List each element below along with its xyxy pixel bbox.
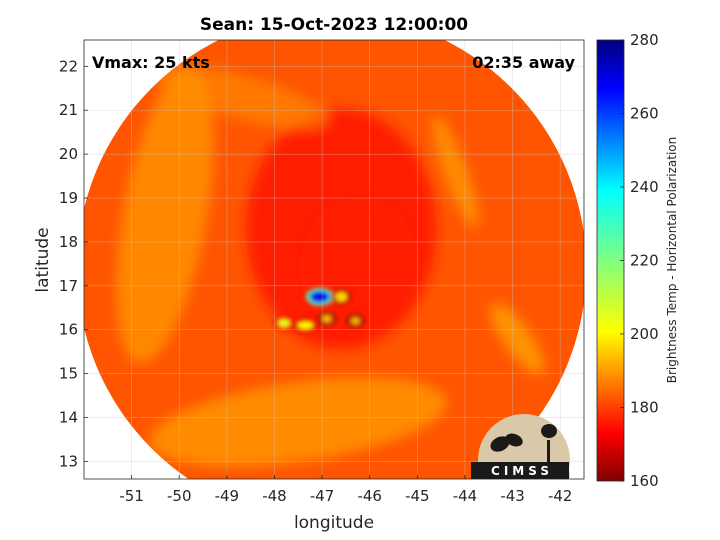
y-tick-label: 19 — [59, 189, 78, 207]
central-cold-core — [300, 198, 421, 339]
chart-title: Sean: 15-Oct-2023 12:00:00 — [200, 15, 468, 35]
x-axis-label: longitude — [294, 513, 374, 533]
y-axis: 22 21 20 19 18 17 16 15 14 13 — [59, 57, 88, 470]
logo-text: CIMSS — [491, 464, 553, 478]
eastern-band — [490, 303, 545, 374]
time-away-label: 02:35 away — [472, 53, 575, 72]
cimss-logo: CIMSS — [471, 414, 570, 479]
logo-dish-right — [505, 433, 523, 447]
western-band — [154, 65, 329, 129]
x-tick-label: -47 — [310, 487, 335, 505]
colorbar-tick-label: 220 — [630, 252, 659, 270]
colorbar-tick-label: 280 — [630, 31, 659, 49]
y-tick-label: 13 — [59, 452, 78, 470]
heatmap — [84, 40, 584, 479]
colorbar-ticks: 280 260 240 220 200 180 160 — [620, 31, 659, 490]
x-tick-label: -48 — [262, 487, 287, 505]
plot-frame — [83, 39, 585, 480]
colorbar-tick-label: 200 — [630, 325, 659, 343]
convective-cell-6 — [321, 314, 332, 323]
x-tick-label: -51 — [119, 487, 144, 505]
convective-cell-5 — [350, 316, 361, 325]
logo-water-tower — [541, 424, 557, 438]
y-tick-label: 22 — [59, 57, 78, 75]
southern-band — [149, 377, 447, 467]
vmax-label: Vmax: 25 kts — [92, 53, 210, 72]
convective-cell-4 — [297, 321, 314, 330]
y-tick-label: 17 — [59, 277, 78, 295]
western-band — [116, 67, 214, 364]
logo-dish-left — [490, 436, 510, 452]
colorbar-tick-label: 260 — [630, 105, 659, 123]
scan-disk — [84, 40, 584, 479]
logo-tower-leg — [547, 440, 550, 464]
y-tick-label: 14 — [59, 409, 78, 427]
x-tick-label: -43 — [500, 487, 525, 505]
y-tick-label: 20 — [59, 145, 78, 163]
logo-banner — [471, 462, 569, 479]
colorbar-tick-label: 240 — [630, 178, 659, 196]
colorbar-tick-label: 160 — [630, 472, 659, 490]
y-tick-label: 18 — [59, 233, 78, 251]
grid — [84, 40, 584, 479]
convective-cell-3 — [278, 319, 290, 328]
x-tick-label: -46 — [357, 487, 382, 505]
colorbar-label: Brightness Temp - Horizontal Polarizatio… — [665, 137, 679, 384]
x-tick-label: -45 — [405, 487, 430, 505]
x-tick-label: -44 — [453, 487, 478, 505]
convective-cell-2 — [335, 291, 348, 302]
y-axis-label: latitude — [33, 227, 53, 292]
north-eastern-band — [432, 115, 479, 229]
y-tick-label: 21 — [59, 101, 78, 119]
y-tick-label: 15 — [59, 365, 78, 383]
x-tick-label: -50 — [167, 487, 192, 505]
y-tick-label: 16 — [59, 321, 78, 339]
colorbar-tick-label: 180 — [630, 399, 659, 417]
convective-cell-1-core — [314, 293, 325, 300]
x-axis: -51 -50 -49 -48 -47 -46 -45 -44 -43 -42 — [119, 475, 572, 505]
x-tick-label: -42 — [548, 487, 573, 505]
colorbar — [596, 39, 625, 482]
x-tick-label: -49 — [215, 487, 240, 505]
